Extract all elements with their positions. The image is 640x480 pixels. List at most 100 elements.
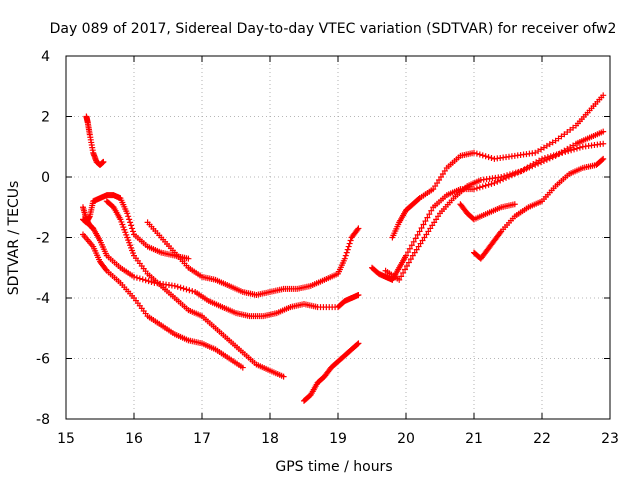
- data-point: [130, 228, 137, 235]
- data-point: [498, 174, 505, 180]
- data-point: [430, 186, 437, 193]
- data-point: [422, 218, 429, 225]
- data-point: [576, 144, 583, 151]
- data-point: [599, 156, 606, 163]
- data-point: [539, 155, 545, 162]
- data-point: [415, 243, 422, 250]
- data-point: [404, 249, 411, 256]
- data-point: [403, 252, 409, 259]
- data-point: [410, 238, 417, 245]
- x-tick-label: 15: [57, 431, 75, 447]
- data-point: [347, 237, 354, 244]
- data-point: [497, 229, 504, 236]
- data-point: [409, 252, 416, 259]
- data-point: [547, 153, 554, 160]
- data-point: [479, 183, 486, 190]
- data-point: [142, 277, 149, 284]
- axes: 15 16 17 18 19 20 21 22 23 -8 -6 -4 -2 0 2 4: [36, 49, 619, 447]
- x-tick-label: 18: [261, 431, 279, 447]
- data-point: [145, 278, 152, 285]
- data-point: [485, 154, 492, 161]
- data-point: [473, 185, 480, 192]
- data-point: [355, 291, 362, 298]
- data-point: [100, 158, 107, 165]
- series-track-d: [83, 113, 107, 168]
- data-point: [139, 276, 146, 283]
- data-point: [565, 148, 572, 155]
- data-point: [414, 231, 421, 238]
- data-point: [501, 173, 508, 180]
- data-point: [239, 364, 246, 371]
- x-tick-label: 17: [193, 431, 211, 447]
- data-point: [553, 151, 560, 158]
- data-point: [345, 243, 352, 250]
- data-point: [488, 180, 495, 187]
- series-track-e: [103, 198, 287, 380]
- data-point: [406, 245, 413, 252]
- data-point: [437, 174, 444, 180]
- data-point: [419, 237, 426, 244]
- data-point: [341, 255, 348, 262]
- data-point: [600, 128, 607, 135]
- data-point: [476, 184, 483, 191]
- data-point: [506, 171, 513, 178]
- series-track-i: [389, 92, 607, 241]
- data-point: [177, 284, 184, 291]
- data-point: [424, 214, 431, 221]
- data-point: [344, 246, 351, 253]
- series-track-j: [382, 140, 607, 283]
- x-tick-label: 20: [397, 431, 415, 447]
- data-point: [556, 150, 563, 157]
- data-point: [491, 180, 498, 187]
- data-point: [124, 210, 131, 217]
- data-point: [400, 269, 407, 276]
- data-point: [412, 235, 419, 242]
- data-point: [559, 149, 566, 156]
- series-track-k: [471, 155, 607, 262]
- y-tick-label: 2: [41, 110, 50, 126]
- data-point: [418, 224, 425, 231]
- y-tick-label: -8: [36, 412, 50, 428]
- data-point: [482, 153, 489, 160]
- data-point: [431, 219, 438, 226]
- data-point: [568, 147, 575, 154]
- data-point: [425, 228, 432, 235]
- data-point: [355, 225, 362, 232]
- data-point: [600, 155, 607, 162]
- data-point: [354, 226, 361, 233]
- data-point: [509, 170, 516, 177]
- data-point: [413, 246, 420, 253]
- data-point: [280, 373, 287, 380]
- data-point: [174, 283, 181, 290]
- y-tick-label: -4: [36, 291, 50, 307]
- x-tick-label: 21: [465, 431, 483, 447]
- data-point: [398, 273, 405, 280]
- series-track-l: [457, 201, 518, 223]
- data-point: [544, 154, 551, 161]
- y-tick-label: 4: [41, 49, 50, 65]
- data-point: [354, 341, 361, 348]
- data-point: [515, 168, 522, 175]
- data-point: [562, 148, 569, 155]
- data-point: [600, 140, 607, 147]
- data-point: [131, 273, 137, 280]
- data-points: [80, 92, 607, 404]
- data-point: [183, 286, 190, 293]
- y-tick-label: -2: [36, 231, 50, 247]
- series-track-h: [369, 128, 607, 283]
- x-tick-label: 23: [601, 431, 619, 447]
- data-point: [408, 242, 415, 249]
- data-point: [511, 201, 518, 208]
- data-point: [126, 216, 133, 223]
- data-point: [343, 249, 350, 256]
- data-point: [127, 219, 134, 226]
- data-point: [479, 152, 486, 159]
- y-axis-label: SDTVAR / TECUs: [6, 181, 22, 296]
- data-point: [342, 252, 349, 259]
- data-point: [396, 276, 403, 283]
- data-point: [488, 154, 495, 161]
- data-point: [471, 149, 477, 156]
- data-point: [416, 228, 423, 235]
- data-point: [482, 182, 489, 189]
